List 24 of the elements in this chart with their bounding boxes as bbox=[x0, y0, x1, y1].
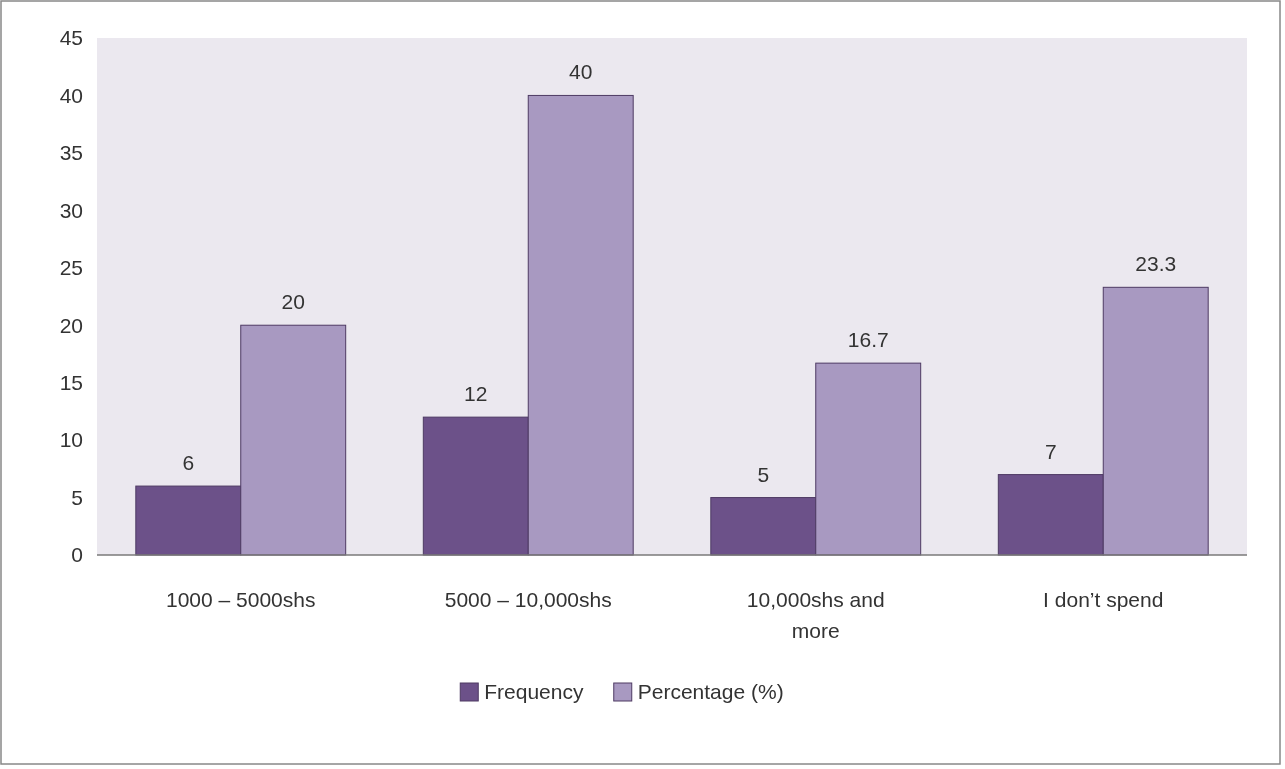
y-tick-label: 15 bbox=[59, 371, 83, 395]
y-tick-label: 30 bbox=[59, 198, 83, 222]
data-label: 6 bbox=[182, 451, 195, 475]
data-label: 40 bbox=[569, 60, 593, 84]
data-label: 20 bbox=[281, 290, 305, 314]
x-tick-label: I don’t spend bbox=[1043, 588, 1164, 611]
x-tick-label: 5000 – 10,000shs bbox=[444, 588, 612, 611]
y-tick-label: 25 bbox=[59, 256, 83, 280]
data-label: 5 bbox=[757, 462, 770, 486]
data-label: 23.3 bbox=[1135, 252, 1177, 276]
y-tick-label: 40 bbox=[59, 83, 83, 107]
legend-label: Percentage (%) bbox=[637, 680, 784, 704]
y-tick-label: 20 bbox=[59, 313, 83, 337]
y-tick-label: 35 bbox=[59, 141, 83, 165]
data-label: 7 bbox=[1044, 439, 1057, 463]
y-tick-label: 10 bbox=[59, 428, 83, 452]
y-tick-label: 0 bbox=[71, 543, 83, 567]
x-tick-label: 10,000shs and more bbox=[746, 588, 885, 642]
y-tick-label: 45 bbox=[59, 26, 83, 50]
data-label: 16.7 bbox=[847, 328, 889, 352]
x-tick-label: 1000 – 5000shs bbox=[166, 588, 316, 611]
y-tick-label: 5 bbox=[71, 485, 83, 509]
data-label: 12 bbox=[464, 382, 488, 406]
legend-label: Frequency bbox=[484, 680, 584, 704]
